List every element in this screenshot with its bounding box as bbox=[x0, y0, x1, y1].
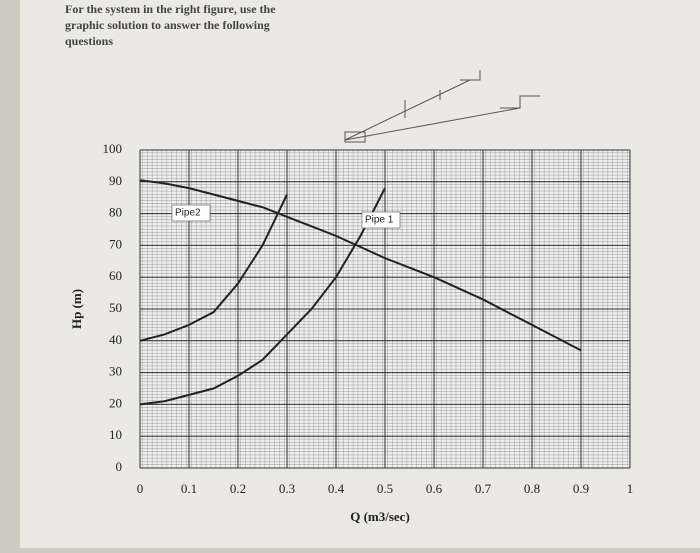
series-label-box bbox=[171, 204, 211, 222]
y-tick-label: 80 bbox=[109, 205, 122, 220]
y-tick-label: 60 bbox=[109, 268, 122, 283]
x-tick-label: 0.5 bbox=[377, 481, 393, 496]
x-tick-label: 0.4 bbox=[328, 481, 345, 496]
y-tick-label: 30 bbox=[109, 364, 122, 379]
y-tick-label: 40 bbox=[109, 332, 122, 347]
series-line bbox=[139, 179, 582, 352]
header-line: graphic solution to answer the following bbox=[65, 18, 270, 32]
y-tick-label: 50 bbox=[109, 300, 122, 315]
series-label: Pipe2 bbox=[175, 208, 201, 219]
x-tick-label: 0.8 bbox=[524, 481, 540, 496]
x-tick-label: 0.9 bbox=[573, 481, 589, 496]
x-axis-title: Q (m3/sec) bbox=[350, 509, 410, 524]
y-tick-label: 90 bbox=[109, 173, 122, 188]
y-tick-label: 20 bbox=[109, 395, 122, 410]
x-tick-label: 0.2 bbox=[230, 481, 246, 496]
series-line bbox=[139, 187, 386, 406]
x-tick-label: 0.1 bbox=[181, 481, 197, 496]
y-tick-label: 0 bbox=[116, 459, 123, 474]
series-label-box bbox=[361, 211, 401, 229]
system-sketch bbox=[344, 70, 540, 143]
series-line bbox=[139, 194, 288, 342]
y-tick-label: 70 bbox=[109, 236, 122, 251]
y-axis-title: Hp (m) bbox=[69, 289, 84, 329]
x-tick-label: 1 bbox=[627, 481, 634, 496]
header-line: For the system in the right figure, use … bbox=[65, 2, 276, 16]
series-label: Pipe 1 bbox=[365, 215, 394, 226]
x-tick-label: 0 bbox=[137, 481, 144, 496]
header-line: questions bbox=[65, 34, 113, 48]
x-tick-label: 0.6 bbox=[426, 481, 443, 496]
y-tick-label: 100 bbox=[103, 141, 123, 156]
x-tick-label: 0.7 bbox=[475, 481, 492, 496]
x-tick-label: 0.3 bbox=[279, 481, 295, 496]
y-tick-label: 10 bbox=[109, 427, 122, 442]
